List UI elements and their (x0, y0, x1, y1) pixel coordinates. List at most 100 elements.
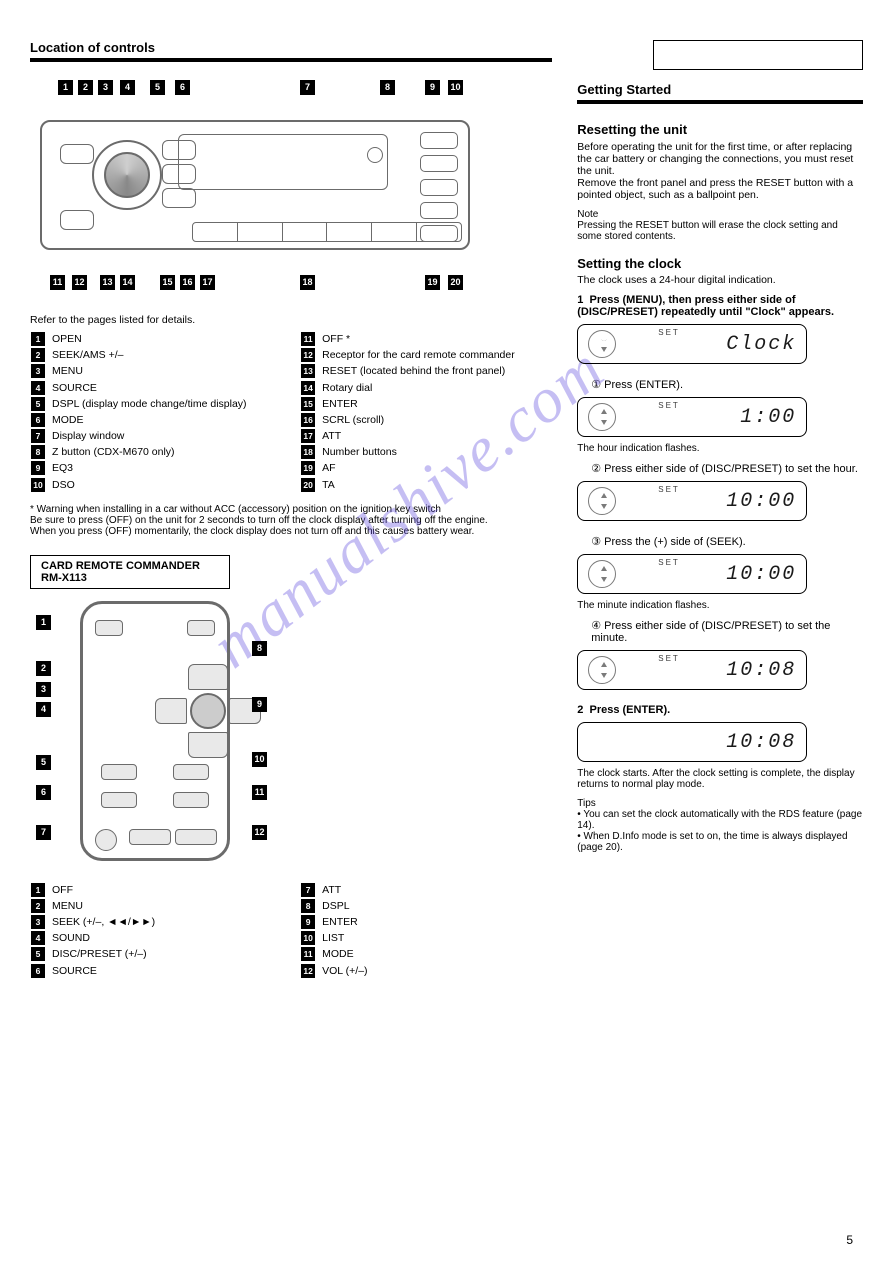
step-note: The hour indication flashes. (577, 443, 863, 454)
legend-item: 15ENTER (300, 397, 552, 411)
reset-paragraph: Before operating the unit for the first … (577, 141, 863, 201)
divider (30, 58, 552, 62)
legend-item: 8Z button (CDX-M670 only) (30, 445, 282, 459)
substep: ③ Press the (+) side of (SEEK). (591, 535, 863, 548)
getting-started-heading: Getting Started (577, 82, 863, 97)
lcd-set-label: SET (658, 654, 680, 663)
lcd-display: 10:08 (577, 722, 807, 762)
column-left: Location of controls 1 2 3 4 5 6 7 8 9 1… (30, 40, 552, 980)
z-button-icon (367, 147, 383, 163)
dial-icon (588, 560, 616, 588)
reset-heading: Resetting the unit (577, 122, 863, 137)
remote-list-right (173, 764, 209, 780)
substep: ① Press (ENTER). (591, 378, 863, 391)
legend-item: 10DSO (30, 478, 282, 492)
legend-item: 3MENU (30, 364, 282, 378)
lcd-set-label: SET (658, 401, 680, 410)
divider-right (577, 100, 863, 104)
legend-item: 6MODE (30, 413, 282, 427)
legend-item: 11MODE (300, 947, 552, 961)
legend-item: 6SOURCE (30, 964, 282, 978)
legend-item: 2MENU (30, 899, 282, 913)
remote-dspl (187, 620, 215, 636)
lcd-value: 10:00 (726, 563, 796, 586)
legend-item: 1OPEN (30, 332, 282, 346)
remote-body (80, 601, 230, 861)
clock-steps: 1 Press (MENU), then press either side o… (577, 294, 863, 790)
lcd-display: SET Clock (577, 324, 807, 364)
lcd-set-label: SET (658, 485, 680, 494)
controls-heading: Location of controls (30, 40, 552, 55)
lcd-display: SET 10:00 (577, 554, 807, 594)
controls-legend: 1OPEN 2SEEK/AMS +/– 3MENU 4SOURCE 5DSPL (dis… (30, 332, 552, 494)
step-heading: 1 Press (MENU), then press either side o… (577, 294, 863, 318)
remote-vol-plus (175, 829, 217, 845)
legend-item: 2SEEK/AMS +/– (30, 348, 282, 362)
remote-list-left (101, 764, 137, 780)
details-note: Refer to the pages listed for details. (30, 314, 552, 326)
dspl-button (162, 140, 196, 160)
display-window (178, 134, 388, 190)
legend-item: 10LIST (300, 931, 552, 945)
clock-paragraph: The clock uses a 24-hour digital indicat… (577, 274, 863, 286)
lcd-value: 10:08 (726, 731, 796, 754)
remote-sound (190, 693, 226, 729)
lcd-value: 10:00 (726, 490, 796, 513)
legend-item: 4SOUND (30, 931, 282, 945)
legend-item: 5DISC/PRESET (+/–) (30, 947, 282, 961)
legend-item: 19AF (300, 461, 552, 475)
stereo-body (40, 120, 470, 250)
legend-item: 12VOL (+/–) (300, 964, 552, 978)
page: Location of controls 1 2 3 4 5 6 7 8 9 1… (0, 0, 893, 1010)
legend-item: 11OFF * (300, 332, 552, 346)
legend-item: 20TA (300, 478, 552, 492)
dial-icon (588, 330, 616, 358)
reset-note: Note Pressing the RESET button will eras… (577, 209, 863, 242)
dial-icon (588, 487, 616, 515)
column-right: Getting Started Resetting the unit Befor… (577, 40, 863, 980)
legend-item: 9ENTER (300, 915, 552, 929)
enter-button (162, 188, 196, 208)
remote-vol-minus (129, 829, 171, 845)
legend-item: 1OFF (30, 883, 282, 897)
legend-item: 17ATT (300, 429, 552, 443)
legend-item: 14Rotary dial (300, 381, 552, 395)
legend-item: 18Number buttons (300, 445, 552, 459)
clock-heading: Setting the clock (577, 256, 863, 271)
legend-item: 7ATT (300, 883, 552, 897)
step-note: The minute indication flashes. (577, 600, 863, 611)
legend-item: 16SCRL (scroll) (300, 413, 552, 427)
legend-item: 7Display window (30, 429, 282, 443)
legend-item: 12Receptor for the card remote commander (300, 348, 552, 362)
lcd-display: SET 10:08 (577, 650, 807, 690)
warning-text: * Warning when installing in a car witho… (30, 504, 552, 537)
remote-off (95, 620, 123, 636)
remote-att (95, 829, 117, 851)
substep: ④ Press either side of (DISC/PRESET) to … (591, 619, 863, 644)
stereo-diagram: 1 2 3 4 5 6 7 8 9 10 (30, 80, 480, 300)
page-number: 5 (846, 1233, 853, 1247)
remote-diagram: 1 2 3 4 5 6 7 8 9 10 11 12 (30, 597, 290, 877)
legend-item: 8DSPL (300, 899, 552, 913)
right-side-buttons (420, 132, 458, 242)
legend-item: 5DSPL (display mode change/time display) (30, 397, 282, 411)
step-note: The clock starts. After the clock settin… (577, 768, 863, 790)
legend-item: 3SEEK (+/–, ◄◄/►►) (30, 915, 282, 929)
lcd-value: 10:08 (726, 659, 796, 682)
off-button (60, 210, 94, 230)
rotary-dial-inner (104, 152, 150, 198)
tips: Tips • You can set the clock automatical… (577, 798, 863, 853)
step-heading: 2 Press (ENTER). (577, 704, 863, 716)
legend-item: 4SOURCE (30, 381, 282, 395)
remote-legend: 1OFF 2MENU 3SEEK (+/–, ◄◄/►►) 4SOUND 5DISC/P… (30, 883, 552, 980)
legend-item: 13RESET (located behind the front panel) (300, 364, 552, 378)
lcd-set-label: SET (658, 328, 680, 337)
language-box (653, 40, 863, 70)
lcd-value: Clock (726, 333, 796, 356)
open-button (60, 144, 94, 164)
remote-mode (173, 792, 209, 808)
lcd-set-label: SET (658, 558, 680, 567)
substep: ② Press either side of (DISC/PRESET) to … (591, 462, 863, 475)
dial-icon (588, 656, 616, 684)
remote-heading-box: CARD REMOTE COMMANDER RM-X113 (30, 555, 230, 589)
